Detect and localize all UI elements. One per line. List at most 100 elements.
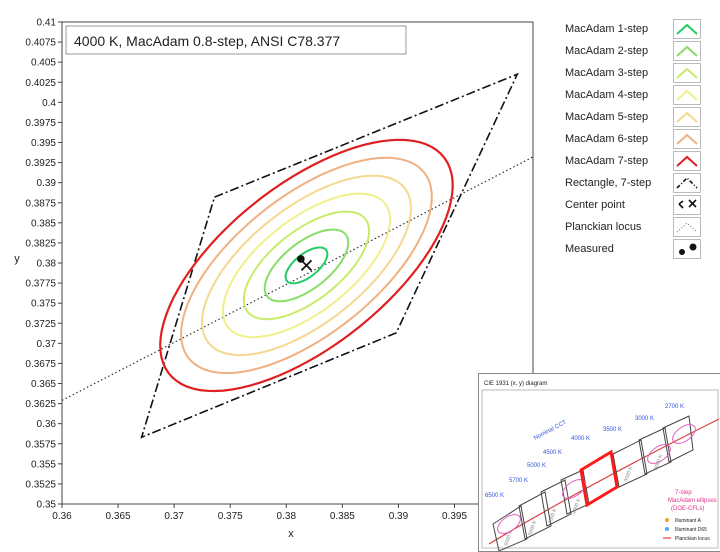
legend-label: MacAdam 6-step — [565, 133, 649, 145]
y-tick-label: 0.3625 — [25, 399, 56, 410]
ellipse-4-step — [221, 192, 392, 339]
chart-title: 4000 K, MacAdam 0.8-step, ANSI C78.377 — [74, 33, 340, 49]
inset-isotherm-label: 6500 K — [503, 529, 514, 547]
x-tick-label: 0.385 — [330, 511, 355, 522]
legend-swatch-chevron-icon — [673, 151, 701, 171]
legend-item: MacAdam 3-step — [565, 62, 715, 84]
y-tick-label: 0.3875 — [25, 198, 56, 209]
legend-label: Planckian locus — [565, 221, 642, 233]
y-tick-label: 0.3825 — [25, 238, 56, 249]
ellipse-3-step — [242, 210, 371, 321]
legend-swatch-chevron-icon — [673, 107, 701, 127]
legend-item: Center point — [565, 194, 715, 216]
y-tick-label: 0.365 — [31, 379, 56, 390]
ellipse-1-step — [284, 246, 329, 285]
y-tick-label: 0.37 — [37, 339, 57, 350]
inset-plot-frame — [481, 389, 719, 549]
legend-item: MacAdam 7-step — [565, 150, 715, 172]
inset-isotherm-label: 4500 K — [547, 507, 558, 525]
y-tick-label: 0.395 — [31, 138, 56, 149]
inset-cct-label: 3500 K — [603, 427, 622, 433]
y-tick-label: 0.3775 — [25, 279, 56, 290]
x-tick-label: 0.365 — [106, 511, 131, 522]
legend-swatch-dotted-icon — [673, 217, 701, 237]
inset-legend-label: Planckian locus — [675, 536, 710, 542]
inset-quadrangle — [540, 479, 572, 527]
legend-swatch-chevron-icon — [673, 85, 701, 105]
y-tick-label: 0.38 — [37, 259, 57, 270]
inset-quadrangle — [662, 415, 694, 463]
legend-label: MacAdam 4-step — [565, 89, 649, 101]
y-tick-label: 0.3925 — [25, 158, 56, 169]
y-tick-label: 0.375 — [31, 299, 56, 310]
inset-macadam-ellipse — [562, 479, 586, 499]
x-axis-label: x — [288, 528, 294, 540]
legend-swatch-chevron-icon — [673, 63, 701, 83]
legend-label: MacAdam 5-step — [565, 111, 649, 123]
inset-cct-label: 2700 K — [665, 404, 684, 410]
ellipse-2-step — [263, 228, 350, 303]
inset-quadrangle — [612, 439, 648, 488]
inset-macadam-ellipse — [497, 514, 521, 534]
legend-item: MacAdam 2-step — [565, 40, 715, 62]
y-tick-label: 0.3675 — [25, 359, 56, 370]
y-tick-label: 0.4 — [42, 98, 56, 109]
legend-label: MacAdam 2-step — [565, 45, 649, 57]
x-tick-label: 0.37 — [164, 511, 184, 522]
y-tick-label: 0.36 — [37, 419, 57, 430]
inset-quadrangle — [638, 427, 672, 475]
y-tick-label: 0.4025 — [25, 78, 56, 89]
legend-item: Rectangle, 7-step — [565, 172, 715, 194]
legend-item: Measured — [565, 238, 715, 260]
legend-item: MacAdam 4-step — [565, 84, 715, 106]
legend-label: MacAdam 1-step — [565, 23, 649, 35]
inset-cct-label: 5700 K — [509, 478, 528, 484]
plot-area — [61, 21, 534, 505]
y-axis-label: y — [14, 253, 20, 265]
legend-swatch-chevron-icon — [673, 129, 701, 149]
inset-isotherm-label: 3500 K — [623, 465, 634, 483]
inset-cct-label: 4500 K — [543, 450, 562, 456]
inset-legend-marker — [665, 518, 669, 522]
x-tick-label: 0.375 — [218, 511, 243, 522]
x-tick-label: 0.36 — [52, 511, 72, 522]
x-tick-label: 0.39 — [389, 511, 409, 522]
inset-macadam-note-1: 7-step — [675, 490, 692, 496]
inset-cct-label: 4000 K — [571, 436, 590, 442]
inset-highlight-quad-4000k — [579, 449, 619, 508]
legend-swatch-dot-icon — [673, 239, 701, 259]
x-tick-label: 0.395 — [442, 511, 467, 522]
y-tick-label: 0.4075 — [25, 38, 56, 49]
legend-label: MacAdam 7-step — [565, 155, 649, 167]
inset-isotherm-label: 5000 K — [527, 519, 538, 537]
legend-swatch-cross-icon — [673, 195, 701, 215]
legend-item: MacAdam 5-step — [565, 106, 715, 128]
y-tick-label: 0.3525 — [25, 479, 56, 490]
inset-macadam-ellipse — [647, 444, 671, 464]
y-tick-label: 0.355 — [31, 459, 56, 470]
y-tick-label: 0.405 — [31, 58, 56, 69]
planckian-locus-line — [62, 156, 533, 401]
legend-label: Center point — [565, 199, 625, 211]
inset-legend-marker — [665, 527, 669, 531]
chart-title-box — [65, 25, 407, 55]
legend-label: Rectangle, 7-step — [565, 177, 652, 189]
y-tick-label: 0.35 — [37, 500, 57, 511]
inset-cct-label: 6500 K — [485, 493, 504, 499]
ellipse-5-step — [200, 174, 412, 357]
inset-legend-label: Illuminant A — [675, 518, 702, 524]
inset-isotherm-label: 3000 K — [653, 453, 664, 471]
inset-isotherm-label: 4000 K — [571, 497, 582, 515]
inset-svg: CIE 1931 (x, y) diagram Nominal CCT 6500… — [481, 381, 720, 551]
y-tick-label: 0.3725 — [25, 319, 56, 330]
legend-item: MacAdam 1-step — [565, 18, 715, 40]
y-tick-label: 0.3975 — [25, 118, 56, 129]
x-tick-label: 0.38 — [277, 511, 297, 522]
inset-legend-label: Illuminant D65 — [675, 527, 707, 533]
inset-cct-label: 5000 K — [527, 463, 546, 469]
inset-macadam-note-2: MacAdam ellipses — [668, 498, 717, 504]
inset-title: CIE 1931 (x, y) diagram — [484, 381, 547, 387]
legend-label: Measured — [565, 243, 614, 255]
inset-quadrangle — [492, 505, 528, 551]
